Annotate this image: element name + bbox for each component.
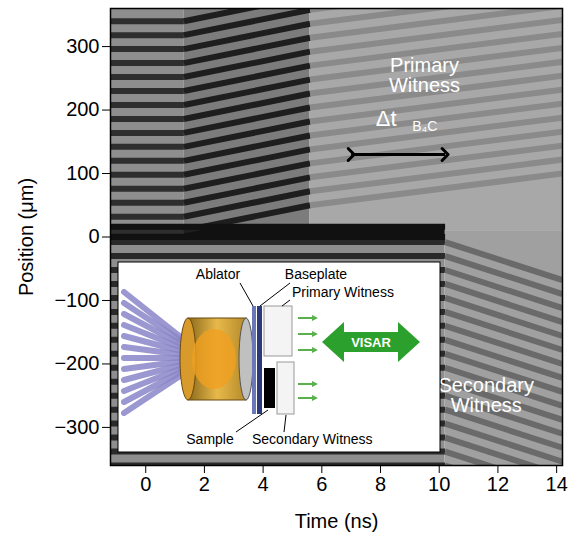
svg-text:B₄C: B₄C: [412, 118, 437, 134]
svg-text:Secondary Witness: Secondary Witness: [252, 431, 373, 447]
svg-text:0: 0: [88, 225, 99, 247]
svg-text:Primary Witness: Primary Witness: [292, 284, 394, 300]
svg-text:4: 4: [258, 473, 269, 495]
svg-text:SecondaryWitness: SecondaryWitness: [438, 374, 534, 416]
svg-text:10: 10: [428, 473, 450, 495]
svg-text:Time (ns): Time (ns): [295, 510, 379, 532]
svg-text:Position (μm): Position (μm): [15, 178, 37, 296]
svg-text:0: 0: [140, 473, 151, 495]
svg-text:Ablator: Ablator: [196, 266, 241, 282]
svg-text:300: 300: [66, 35, 99, 57]
svg-text:12: 12: [487, 473, 509, 495]
svg-text:Sample: Sample: [186, 431, 234, 447]
svg-text:−200: −200: [54, 352, 99, 374]
svg-text:VISAR: VISAR: [351, 335, 391, 350]
svg-text:−100: −100: [54, 289, 99, 311]
svg-text:2: 2: [199, 473, 210, 495]
svg-text:6: 6: [316, 473, 327, 495]
svg-text:Baseplate: Baseplate: [285, 266, 347, 282]
svg-text:14: 14: [546, 473, 568, 495]
svg-text:200: 200: [66, 98, 99, 120]
svg-text:−300: −300: [54, 416, 99, 438]
svg-text:8: 8: [375, 473, 386, 495]
svg-text:100: 100: [66, 162, 99, 184]
svg-text:Δt: Δt: [376, 106, 397, 131]
svg-text:PrimaryWitness: PrimaryWitness: [389, 54, 460, 96]
